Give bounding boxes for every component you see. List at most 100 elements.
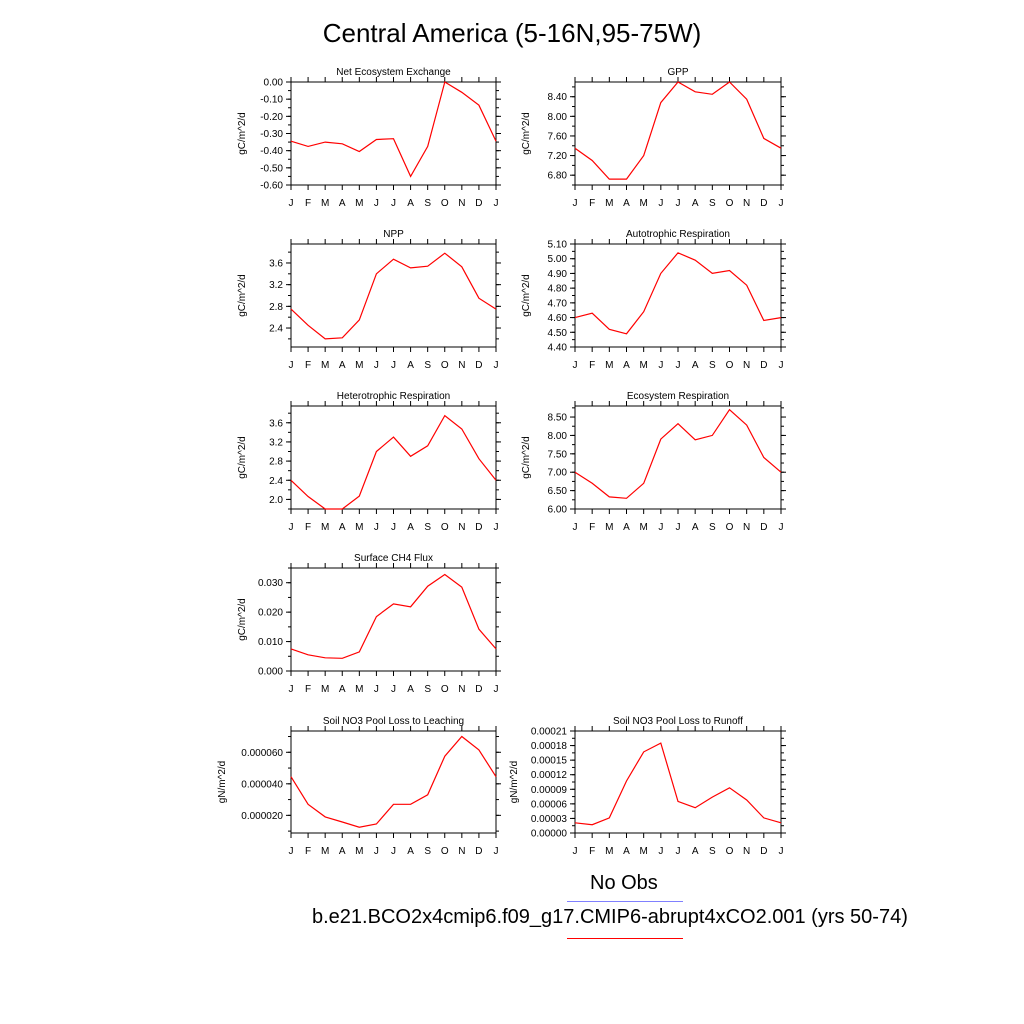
x-tick-label: A <box>623 360 630 371</box>
y-axis-label: gC/m^2/d <box>237 598 248 641</box>
x-tick-label: A <box>623 198 630 209</box>
y-tick-label: 0.020 <box>258 608 283 619</box>
y-axis-label: gC/m^2/d <box>521 112 532 155</box>
plot-frame <box>574 81 782 186</box>
x-tick-label: F <box>305 198 311 209</box>
x-tick-label: J <box>374 360 379 371</box>
series-line <box>574 742 782 826</box>
x-tick-label: J <box>658 198 663 209</box>
y-tick-label: 3.2 <box>269 280 283 291</box>
x-tick-label: N <box>458 522 465 533</box>
x-tick-label: J <box>779 846 784 857</box>
x-tick-label: S <box>709 198 716 209</box>
x-tick-label: S <box>424 522 431 533</box>
y-tick-label: 4.50 <box>548 328 568 339</box>
y-tick-label: 3.6 <box>269 418 283 429</box>
x-tick-label: A <box>339 360 346 371</box>
chart-title: Heterotrophic Respiration <box>337 391 450 402</box>
series-line <box>290 573 497 659</box>
x-tick-label: S <box>424 198 431 209</box>
x-tick-label: J <box>374 684 379 695</box>
x-tick-label: J <box>658 846 663 857</box>
y-tick-label: -0.30 <box>260 129 283 140</box>
y-tick-label: -0.40 <box>260 146 283 157</box>
y-tick-label: 0.000 <box>258 667 283 678</box>
legend-model-label: b.e21.BCO2x4cmip6.f09_g17.CMIP6-abrupt4x… <box>312 906 908 928</box>
x-tick-label: F <box>589 360 595 371</box>
x-tick-label: O <box>726 360 734 371</box>
y-tick-label: 0.00021 <box>531 727 568 738</box>
series-line <box>290 252 497 340</box>
x-tick-label: A <box>623 522 630 533</box>
y-tick-label: -0.20 <box>260 112 283 123</box>
y-tick-label: -0.50 <box>260 163 283 174</box>
y-tick-label: 0.00000 <box>531 829 568 840</box>
chart-panel-8: Soil NO3 Pool Loss to Leaching gN/m^2/d 0.… <box>217 716 501 857</box>
chart-title: Soil NO3 Pool Loss to Runoff <box>613 716 743 727</box>
y-tick-label: -0.10 <box>260 95 283 106</box>
series-line <box>290 414 497 510</box>
x-tick-label: J <box>391 360 396 371</box>
x-tick-label: S <box>424 684 431 695</box>
chart-panel-6: Ecosystem Respiration gC/m^2/d 8.50 8.00 7.5… <box>521 391 786 533</box>
y-tick-label: 6.80 <box>548 171 568 182</box>
x-tick-label: A <box>339 198 346 209</box>
x-tick-label: A <box>339 846 346 857</box>
x-tick-label: J <box>573 198 578 209</box>
x-tick-label: O <box>441 360 449 371</box>
x-tick-label: D <box>760 360 767 371</box>
x-tick-label: J <box>494 198 499 209</box>
x-tick-label: J <box>494 360 499 371</box>
x-tick-label: S <box>424 360 431 371</box>
y-tick-label: 7.00 <box>548 468 568 479</box>
y-tick-label: 8.00 <box>548 431 568 442</box>
x-tick-label: F <box>589 198 595 209</box>
x-tick-label: D <box>475 360 482 371</box>
legend-obs-line <box>567 901 683 902</box>
x-tick-label: A <box>339 522 346 533</box>
x-tick-label: M <box>355 684 363 695</box>
chart-panel-4: Autotrophic Respiration gC/m^2/d 5.10 5.00 4… <box>521 229 786 371</box>
x-tick-label: J <box>289 198 294 209</box>
chart-title: Surface CH4 Flux <box>354 553 433 564</box>
x-tick-label: M <box>321 522 329 533</box>
x-tick-label: F <box>589 522 595 533</box>
x-tick-label: A <box>407 360 414 371</box>
x-tick-label: J <box>391 846 396 857</box>
x-tick-label: M <box>355 846 363 857</box>
x-tick-label: D <box>475 198 482 209</box>
plot-frame <box>290 405 497 510</box>
x-tick-label: D <box>760 198 767 209</box>
y-axis-label: gC/m^2/d <box>237 436 248 479</box>
x-tick-label: N <box>743 198 750 209</box>
y-axis-label: gN/m^2/d <box>217 761 228 804</box>
chart-title: Ecosystem Respiration <box>627 391 729 402</box>
plot-frame <box>574 730 782 834</box>
plot-frame <box>290 730 497 834</box>
x-tick-label: S <box>709 522 716 533</box>
x-tick-label: A <box>407 846 414 857</box>
x-tick-label: O <box>726 522 734 533</box>
x-tick-label: N <box>458 198 465 209</box>
x-tick-label: D <box>475 846 482 857</box>
x-tick-label: O <box>726 198 734 209</box>
x-tick-label: M <box>639 522 647 533</box>
chart-title: Soil NO3 Pool Loss to Leaching <box>323 716 464 727</box>
series-line <box>290 81 497 178</box>
y-tick-label: 0.000060 <box>241 748 283 759</box>
x-tick-label: F <box>305 846 311 857</box>
y-tick-label: -0.60 <box>260 181 283 192</box>
x-tick-label: M <box>605 360 613 371</box>
x-tick-label: M <box>639 846 647 857</box>
y-tick-label: 4.90 <box>548 269 568 280</box>
x-tick-label: N <box>743 846 750 857</box>
x-tick-label: O <box>441 846 449 857</box>
x-tick-label: A <box>623 846 630 857</box>
x-tick-label: J <box>391 198 396 209</box>
y-axis-label: gC/m^2/d <box>237 112 248 155</box>
x-tick-label: M <box>321 360 329 371</box>
x-tick-label: J <box>676 522 681 533</box>
y-tick-label: 0.00015 <box>531 756 568 767</box>
